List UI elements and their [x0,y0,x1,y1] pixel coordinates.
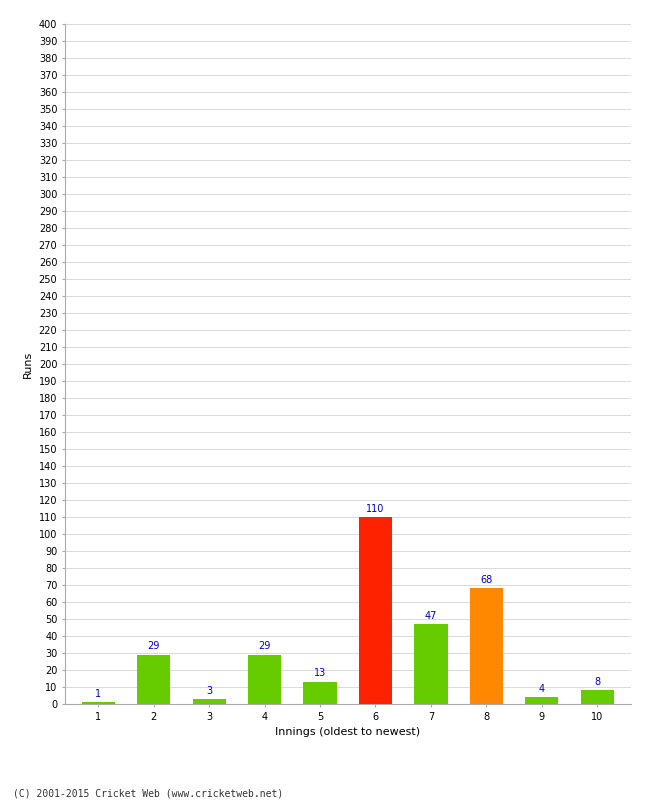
Text: 3: 3 [206,686,212,695]
Text: 13: 13 [314,669,326,678]
Bar [525,697,558,704]
Bar [359,517,392,704]
Text: (C) 2001-2015 Cricket Web (www.cricketweb.net): (C) 2001-2015 Cricket Web (www.cricketwe… [13,788,283,798]
Text: 4: 4 [539,684,545,694]
Text: 110: 110 [367,504,385,514]
Text: 29: 29 [259,642,271,651]
Bar [248,654,281,704]
Y-axis label: Runs: Runs [23,350,33,378]
Bar [304,682,337,704]
X-axis label: Innings (oldest to newest): Innings (oldest to newest) [275,727,421,737]
Bar [580,690,614,704]
Text: 8: 8 [594,677,601,687]
Text: 29: 29 [148,642,160,651]
Bar [82,702,115,704]
Bar [192,699,226,704]
Text: 47: 47 [424,610,437,621]
Bar [414,624,448,704]
Bar [137,654,170,704]
Text: 68: 68 [480,575,493,585]
Text: 1: 1 [95,689,101,699]
Bar [470,589,503,704]
